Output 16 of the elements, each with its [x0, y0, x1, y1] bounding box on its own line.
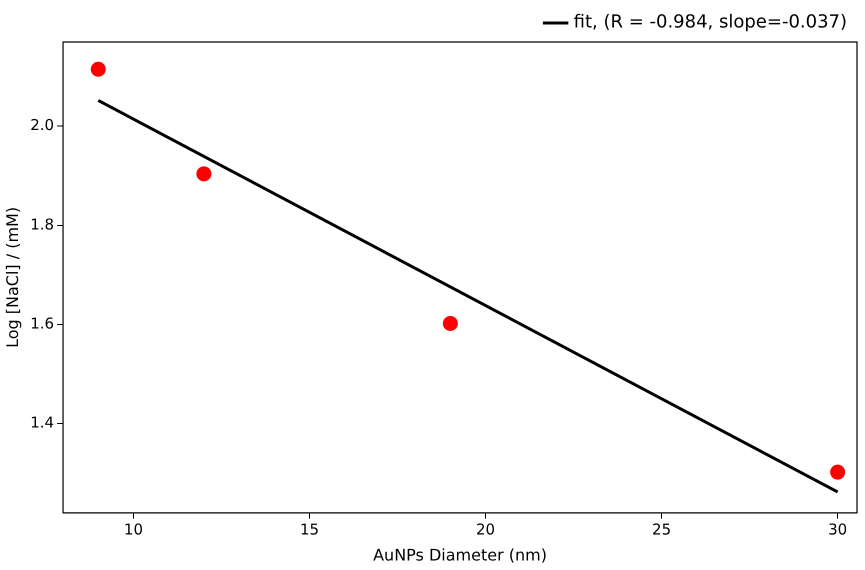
x-tick-label: 10: [124, 520, 144, 539]
x-tick-label: 20: [476, 520, 496, 539]
y-tick-label: 1.6: [30, 314, 54, 332]
y-axis-title: Log [NaCl] / (mM): [2, 206, 22, 348]
legend-label: fit, (R = -0.984, slope=-0.037): [574, 12, 848, 33]
x-tick-label: 15: [300, 520, 320, 539]
y-tick-label: 1.8: [30, 215, 54, 234]
x-tick-label: 30: [828, 520, 848, 539]
y-tick-label: 1.4: [30, 413, 54, 432]
x-tick-label: 25: [652, 520, 672, 539]
point: [90, 62, 106, 77]
point: [830, 464, 846, 480]
point: [442, 316, 458, 331]
x-axis-title: AuNPs Diameter (nm): [373, 546, 547, 565]
point: [196, 166, 212, 182]
y-tick-label: 2.0: [30, 116, 54, 134]
